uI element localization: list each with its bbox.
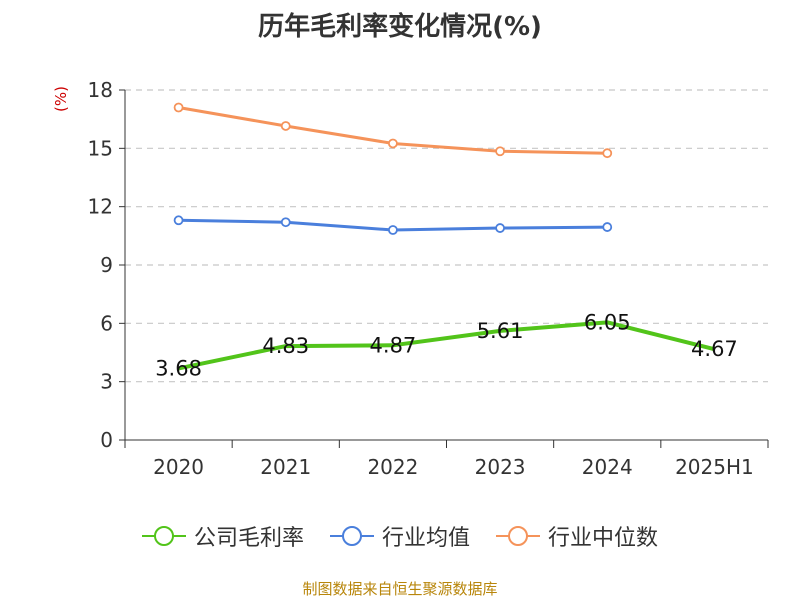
y-tick-label: 9 (100, 253, 113, 277)
y-tick-label: 18 (88, 78, 113, 102)
data-point (173, 215, 184, 226)
data-point (388, 138, 398, 149)
data-label: 4.67 (691, 337, 738, 361)
x-tick-label: 2020 (153, 455, 204, 479)
data-point (495, 146, 505, 157)
data-label: 3.68 (155, 356, 202, 380)
x-tick-label: 2022 (367, 455, 418, 479)
data-point (173, 102, 184, 113)
data-label: 4.87 (370, 333, 417, 357)
legend-label-company: 公司毛利率 (193, 526, 304, 551)
y-tick-label: 15 (88, 136, 113, 160)
data-point (495, 223, 505, 233)
data-point (602, 222, 613, 232)
x-tick-label: 2023 (475, 455, 526, 479)
y-tick-label: 3 (100, 370, 113, 394)
chart-legend: 公司毛利率 行业均值 行业中位数 (0, 520, 800, 552)
data-label: 5.61 (477, 319, 524, 343)
legend-label-industry-mean: 行业均值 (381, 526, 470, 551)
legend-item-company[interactable]: 公司毛利率 (141, 520, 304, 552)
data-source-note: 制图数据来自恒生聚源数据库 (302, 580, 498, 598)
data-label: 4.83 (262, 334, 309, 358)
data-point (602, 148, 613, 159)
x-tick-label: 2024 (582, 455, 633, 479)
y-tick-label: 12 (88, 195, 113, 219)
legend-marker-industry-median (496, 525, 540, 547)
legend-item-industry-mean[interactable]: 行业均值 (329, 520, 470, 552)
legend-marker-industry-mean (329, 525, 374, 547)
x-tick-label: 2021 (260, 455, 311, 479)
y-tick-label: 6 (100, 311, 113, 335)
data-point (388, 225, 398, 235)
series-line-0 (178, 320, 715, 371)
chart-title: 历年毛利率变化情况(%) (258, 12, 542, 42)
y-tick-label: 0 (100, 428, 113, 452)
legend-marker-company (141, 525, 186, 547)
legend-label-industry-median: 行业中位数 (548, 526, 659, 551)
data-label: 6.05 (584, 310, 631, 334)
x-tick-label: 2025H1 (675, 455, 754, 479)
data-point (280, 217, 291, 228)
data-point (280, 121, 291, 131)
legend-item-industry-median[interactable]: 行业中位数 (496, 520, 658, 552)
